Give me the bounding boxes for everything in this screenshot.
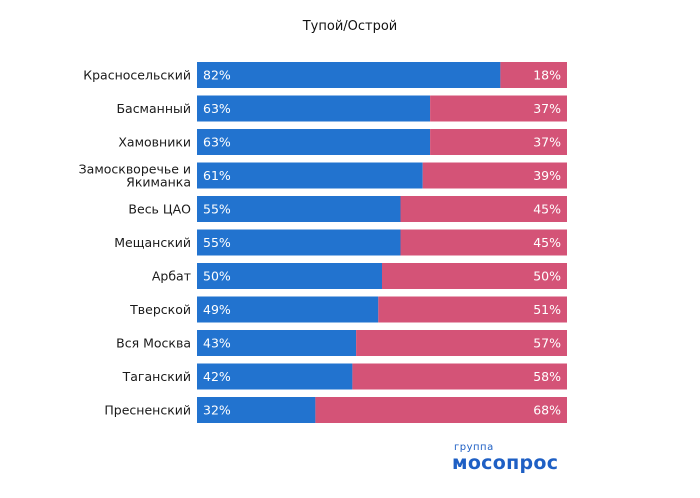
- data-label: 37%: [533, 101, 561, 116]
- category-label: Весь ЦАО: [128, 202, 191, 217]
- data-label: 32%: [203, 403, 231, 418]
- data-label: 50%: [203, 269, 231, 284]
- bar-segment-series-2: [382, 263, 567, 289]
- bar-segment-series-2: [356, 330, 567, 356]
- bar-segment-series-2: [430, 129, 567, 155]
- data-label: 50%: [533, 269, 561, 284]
- category-label: Красносельский: [83, 68, 191, 83]
- bar-segment-series-1: [197, 397, 316, 423]
- category-label: Пресненский: [104, 403, 191, 418]
- data-label: 55%: [203, 235, 231, 250]
- bar-segment-series-2: [430, 95, 567, 122]
- data-label: 61%: [203, 168, 231, 183]
- bar-segment-series-1: [197, 296, 379, 323]
- data-label: 63%: [203, 135, 231, 150]
- category-label: Тверской: [129, 302, 191, 317]
- bar-segment-series-2: [352, 363, 567, 390]
- data-label: 49%: [203, 302, 231, 317]
- data-label: 45%: [533, 202, 561, 217]
- data-label: 43%: [203, 336, 231, 351]
- bar-segment-series-1: [197, 129, 431, 155]
- category-label: Вся Москва: [116, 336, 191, 351]
- bar-segment-series-1: [197, 263, 382, 289]
- bar-segment-series-2: [400, 196, 567, 222]
- bar-segment-series-1: [197, 330, 357, 356]
- data-label: 58%: [533, 369, 561, 384]
- category-label: Таганский: [122, 369, 191, 384]
- bar-segment-series-1: [197, 363, 353, 390]
- category-label: Хамовники: [118, 135, 191, 150]
- logo-top-text: группа: [454, 442, 494, 453]
- bar-segment-series-2: [422, 162, 567, 189]
- bar-segment-series-2: [500, 62, 567, 88]
- bar-segment-series-1: [197, 95, 431, 122]
- data-label: 45%: [533, 235, 561, 250]
- data-label: 68%: [533, 403, 561, 418]
- data-label: 37%: [533, 135, 561, 150]
- category-label: Замоскворечье и Якиманка: [79, 162, 191, 190]
- data-label: 18%: [533, 68, 561, 83]
- mosopros-logo: группа мосопрос: [452, 442, 558, 473]
- bar-segment-series-1: [197, 162, 423, 189]
- bar-segment-series-1: [197, 196, 401, 222]
- bar-segment-series-2: [315, 397, 567, 423]
- data-label: 63%: [203, 101, 231, 116]
- data-label: 42%: [203, 369, 231, 384]
- bar-segment-series-2: [378, 296, 567, 323]
- category-label: Мещанский: [114, 235, 191, 250]
- bar-segment-series-2: [400, 229, 567, 256]
- data-label: 39%: [533, 168, 561, 183]
- logo-main-text: мосопрос: [452, 452, 559, 474]
- data-label: 55%: [203, 202, 231, 217]
- data-label: 82%: [203, 68, 231, 83]
- category-label: Басманный: [116, 101, 191, 116]
- chart-title: Тупой/Острой: [302, 19, 398, 34]
- category-label: Арбат: [152, 269, 191, 284]
- bar-segment-series-1: [197, 62, 501, 88]
- bar-segment-series-1: [197, 229, 401, 256]
- data-label: 51%: [533, 302, 561, 317]
- data-label: 57%: [533, 336, 561, 351]
